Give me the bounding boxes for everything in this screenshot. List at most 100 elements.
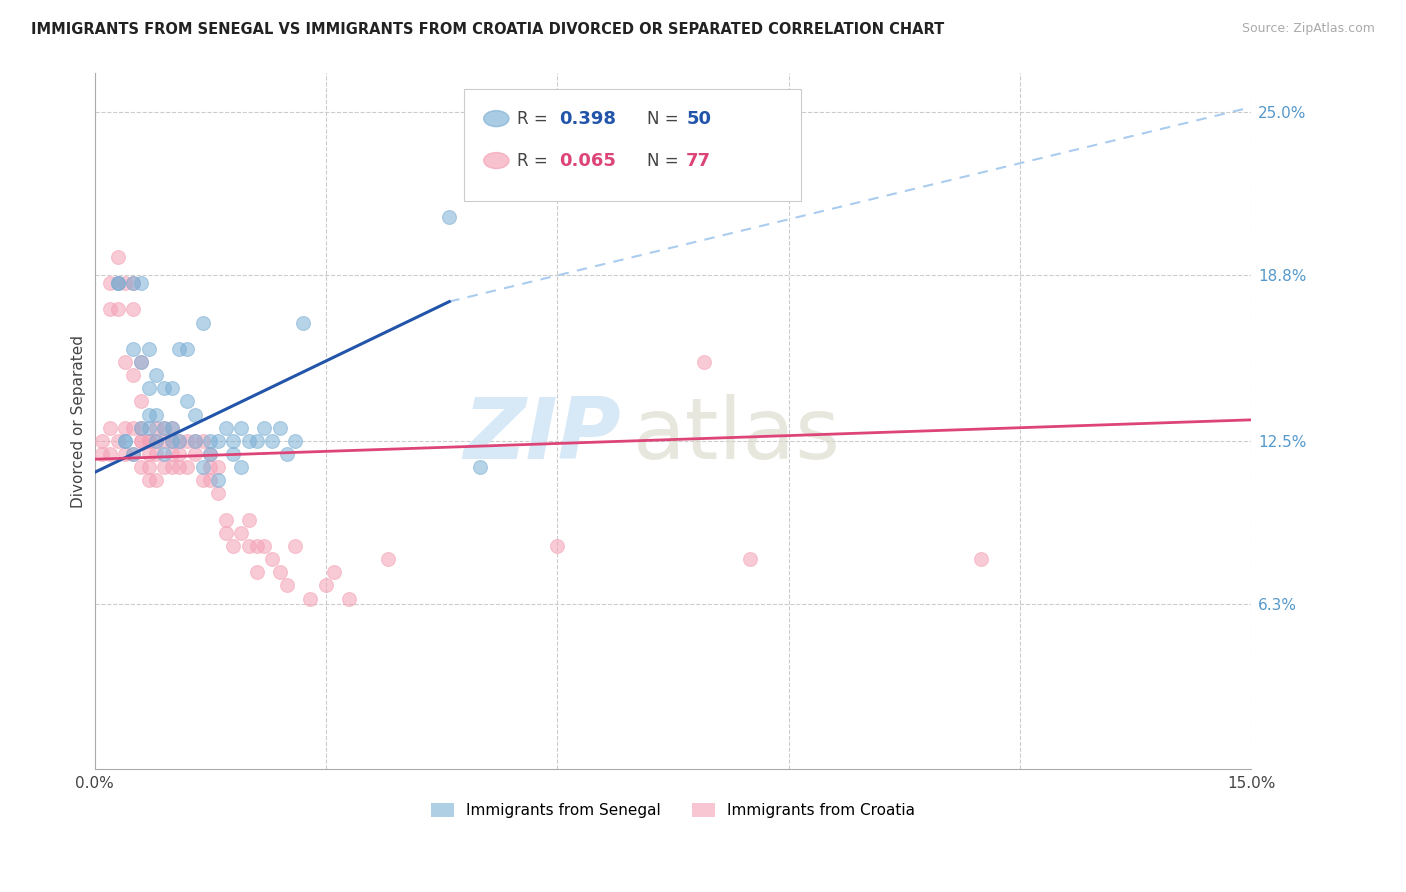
- Point: [91, 447, 114, 461]
- Point: [222, 539, 245, 553]
- Legend: Immigrants from Senegal, Immigrants from Croatia: Immigrants from Senegal, Immigrants from…: [425, 797, 921, 824]
- Point: [145, 447, 167, 461]
- Point: [291, 316, 314, 330]
- Point: [122, 276, 145, 290]
- Point: [114, 434, 136, 448]
- Point: [98, 302, 121, 317]
- Text: N =: N =: [647, 152, 683, 169]
- Point: [122, 368, 145, 383]
- Point: [229, 525, 252, 540]
- Text: 50: 50: [686, 110, 711, 128]
- Point: [153, 420, 176, 434]
- Point: [176, 434, 198, 448]
- Point: [160, 420, 183, 434]
- Point: [169, 434, 191, 448]
- Text: 0.398: 0.398: [560, 110, 617, 128]
- Point: [176, 394, 198, 409]
- Point: [200, 473, 222, 487]
- Point: [284, 434, 307, 448]
- Point: [91, 434, 114, 448]
- Point: [238, 513, 260, 527]
- Point: [145, 434, 167, 448]
- Point: [215, 513, 238, 527]
- Point: [269, 566, 291, 580]
- Text: N =: N =: [647, 110, 683, 128]
- Point: [253, 539, 276, 553]
- Point: [269, 420, 291, 434]
- Point: [191, 316, 214, 330]
- Point: [200, 447, 222, 461]
- Point: [122, 276, 145, 290]
- Point: [169, 434, 191, 448]
- Point: [200, 460, 222, 475]
- Point: [145, 420, 167, 434]
- Point: [160, 460, 183, 475]
- Point: [138, 342, 160, 356]
- Point: [207, 460, 229, 475]
- Point: [222, 447, 245, 461]
- Point: [145, 434, 167, 448]
- Point: [98, 276, 121, 290]
- Point: [322, 566, 344, 580]
- Point: [184, 434, 207, 448]
- Point: [176, 460, 198, 475]
- Text: atlas: atlas: [633, 393, 841, 476]
- Point: [98, 420, 121, 434]
- Point: [160, 381, 183, 395]
- Point: [215, 525, 238, 540]
- Point: [160, 420, 183, 434]
- Point: [191, 460, 214, 475]
- Point: [169, 447, 191, 461]
- Point: [114, 434, 136, 448]
- Point: [276, 578, 298, 592]
- Point: [439, 211, 461, 225]
- Point: [245, 539, 267, 553]
- Point: [153, 447, 176, 461]
- Point: [129, 394, 152, 409]
- Point: [138, 434, 160, 448]
- Point: [107, 276, 129, 290]
- Point: [153, 420, 176, 434]
- Point: [129, 460, 152, 475]
- Point: [200, 434, 222, 448]
- Point: [970, 552, 993, 566]
- Point: [129, 355, 152, 369]
- Point: [160, 434, 183, 448]
- Point: [107, 276, 129, 290]
- Point: [122, 302, 145, 317]
- Point: [122, 342, 145, 356]
- Point: [122, 420, 145, 434]
- Point: [138, 434, 160, 448]
- Point: [138, 420, 160, 434]
- Point: [207, 486, 229, 500]
- Point: [153, 381, 176, 395]
- Point: [129, 355, 152, 369]
- Point: [107, 250, 129, 264]
- Point: [215, 420, 238, 434]
- Point: [98, 447, 121, 461]
- Point: [160, 447, 183, 461]
- Point: [129, 420, 152, 434]
- Point: [153, 434, 176, 448]
- Point: [129, 420, 152, 434]
- Point: [122, 447, 145, 461]
- Point: [299, 591, 322, 606]
- Point: [145, 368, 167, 383]
- Point: [129, 276, 152, 290]
- Point: [200, 447, 222, 461]
- Point: [138, 381, 160, 395]
- Point: [184, 434, 207, 448]
- Point: [129, 434, 152, 448]
- Point: [114, 420, 136, 434]
- Point: [238, 539, 260, 553]
- Point: [138, 473, 160, 487]
- Point: [114, 355, 136, 369]
- Point: [253, 420, 276, 434]
- Point: [145, 408, 167, 422]
- Point: [260, 552, 283, 566]
- Point: [169, 460, 191, 475]
- Point: [145, 473, 167, 487]
- Point: [191, 473, 214, 487]
- Text: R =: R =: [517, 110, 554, 128]
- Point: [129, 434, 152, 448]
